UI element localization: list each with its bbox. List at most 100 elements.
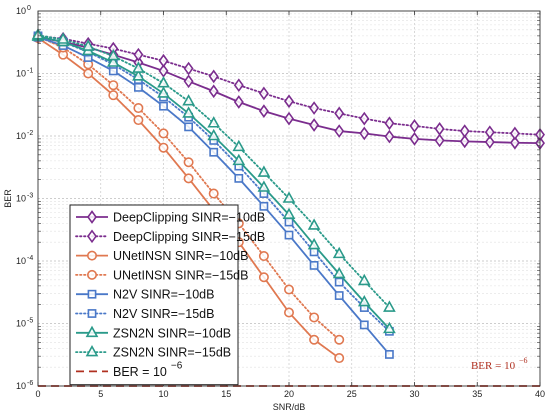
y-axis-label: BER xyxy=(3,189,13,208)
data-point-triangle xyxy=(85,325,99,338)
data-point-circle xyxy=(258,272,269,283)
legend-entry: DeepClipping SINR=−15dB xyxy=(75,229,265,244)
legend-entry: UNetINSN SINR=−15dB xyxy=(75,268,248,282)
x-tick-label: 25 xyxy=(347,389,357,399)
y-tick-exponent: -1 xyxy=(27,68,33,75)
data-point-diamond xyxy=(434,122,445,136)
data-point-triangle xyxy=(132,61,145,73)
series-7 xyxy=(31,28,396,312)
data-point-diamond xyxy=(484,135,495,149)
data-point-triangle xyxy=(157,76,170,88)
data-point-triangle xyxy=(182,94,195,106)
data-point-circle xyxy=(183,157,194,168)
data-point-triangle xyxy=(56,32,70,44)
data-point-circle xyxy=(208,188,219,199)
data-point-diamond xyxy=(87,210,97,224)
data-point-diamond xyxy=(359,111,370,126)
data-point-diamond xyxy=(434,133,445,148)
data-point-square xyxy=(234,173,244,183)
data-point-diamond xyxy=(258,104,269,118)
data-point-diamond xyxy=(133,47,144,62)
legend-label: UNetINSN SINR=−15dB xyxy=(113,268,248,282)
data-point-square xyxy=(334,291,344,300)
data-point-triangle xyxy=(106,55,120,67)
x-tick-label: 35 xyxy=(472,389,482,399)
legend-entry: ZSN2N SINR=−10dB xyxy=(76,325,231,340)
data-point-circle xyxy=(334,353,345,364)
data-point-diamond xyxy=(484,125,495,140)
data-point-diamond xyxy=(334,106,345,121)
data-point-square xyxy=(334,277,344,287)
data-point-diamond xyxy=(309,101,320,115)
data-point-diamond xyxy=(258,86,269,101)
data-point-square xyxy=(359,320,369,330)
data-point-diamond xyxy=(409,119,420,133)
data-point-circle xyxy=(283,307,294,318)
y-tick-label: 10 xyxy=(16,381,26,391)
data-point-triangle xyxy=(207,116,221,128)
y-tick-exponent: -3 xyxy=(27,193,33,200)
legend-label-exponent: −6 xyxy=(171,360,183,371)
data-point-diamond xyxy=(359,126,370,141)
x-tick-label: 10 xyxy=(158,389,168,399)
data-point-square xyxy=(159,101,168,111)
x-tick-label: 20 xyxy=(284,389,294,399)
data-point-circle xyxy=(108,90,119,101)
data-point-triangle xyxy=(85,344,99,357)
threshold-annotation: BER = 10 xyxy=(471,360,516,372)
legend-label: N2V SINR=−15dB xyxy=(113,307,214,321)
legend-entry: UNetINSN SINR=−10dB xyxy=(76,249,248,263)
data-point-triangle xyxy=(383,321,396,334)
y-tick-label: 10 xyxy=(16,131,26,141)
data-point-diamond xyxy=(409,131,420,146)
data-point-circle xyxy=(87,269,98,280)
axis-labels: SNR/dB BER xyxy=(3,189,305,412)
data-point-triangle xyxy=(132,69,145,81)
data-point-triangle xyxy=(332,246,346,259)
data-point-circle xyxy=(83,68,94,79)
y-tick-exponent: 0 xyxy=(27,5,31,12)
data-point-square xyxy=(209,147,219,157)
x-tick-label: 0 xyxy=(35,389,40,399)
data-point-circle xyxy=(309,334,320,345)
data-point-triangle xyxy=(282,191,296,203)
data-point-circle xyxy=(133,103,144,114)
data-point-square xyxy=(259,201,269,211)
legend-entry: BER = 10 −6 xyxy=(76,360,183,379)
legend-label: DeepClipping SINR=−15dB xyxy=(113,230,265,244)
data-point-circle xyxy=(133,115,144,126)
data-point-diamond xyxy=(233,78,244,93)
data-point-circle xyxy=(258,251,269,262)
data-point-triangle xyxy=(232,153,246,166)
y-tick-label: 10 xyxy=(16,194,26,204)
data-point-diamond xyxy=(459,124,470,138)
y-tick-exponent: -2 xyxy=(27,130,33,137)
data-point-diamond xyxy=(284,94,294,109)
data-point-square xyxy=(184,122,193,132)
x-tick-label: 15 xyxy=(221,389,231,399)
data-point-square xyxy=(284,217,294,227)
data-point-diamond xyxy=(233,95,244,109)
data-point-diamond xyxy=(509,126,520,141)
legend-entry: ZSN2N SINR=−15dB xyxy=(75,344,231,360)
data-point-diamond xyxy=(384,129,395,144)
data-point-square xyxy=(284,230,294,240)
data-point-triangle xyxy=(282,207,296,220)
legend-label: BER = 10 xyxy=(113,365,167,379)
y-tick-label: 10 xyxy=(16,6,26,16)
legend-label: ZSN2N SINR=−15dB xyxy=(113,346,231,360)
data-point-square xyxy=(384,350,394,359)
data-point-diamond xyxy=(183,61,194,76)
y-tick-exponent: -5 xyxy=(27,318,33,325)
legend-entry: N2V SINR=−10dB xyxy=(76,288,214,302)
data-point-triangle xyxy=(307,237,321,250)
y-tick-label: 10 xyxy=(16,69,26,79)
data-point-square xyxy=(309,261,319,270)
data-point-diamond xyxy=(509,135,520,150)
y-tick-label: 10 xyxy=(16,256,26,266)
series-4 xyxy=(33,32,394,359)
annotation-layer: BER = 10 −6 xyxy=(471,356,528,372)
